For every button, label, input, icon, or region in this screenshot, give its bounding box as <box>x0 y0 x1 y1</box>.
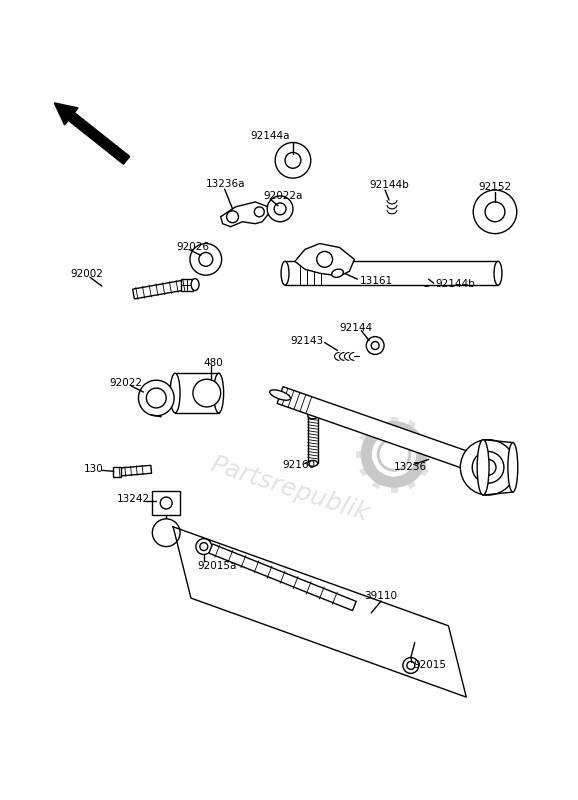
Circle shape <box>485 202 505 222</box>
Circle shape <box>193 379 221 407</box>
Text: 130: 130 <box>84 464 103 474</box>
Ellipse shape <box>191 278 199 290</box>
Text: 92022a: 92022a <box>263 191 303 201</box>
Text: 480: 480 <box>204 358 224 368</box>
Text: 92152: 92152 <box>478 182 512 192</box>
Ellipse shape <box>308 413 318 419</box>
Bar <box>153 491 180 515</box>
Circle shape <box>139 380 174 416</box>
Text: 92015a: 92015a <box>197 562 236 571</box>
Ellipse shape <box>214 374 224 413</box>
Circle shape <box>407 662 415 670</box>
Text: 92160: 92160 <box>282 460 315 470</box>
Circle shape <box>371 342 379 350</box>
Circle shape <box>190 243 221 275</box>
Text: 13242: 13242 <box>117 494 150 504</box>
Polygon shape <box>209 544 356 610</box>
Circle shape <box>199 253 213 266</box>
Circle shape <box>473 190 517 234</box>
Text: 92144: 92144 <box>339 322 373 333</box>
Circle shape <box>274 203 286 214</box>
Circle shape <box>317 251 332 267</box>
Ellipse shape <box>494 262 502 285</box>
Polygon shape <box>221 202 270 226</box>
Circle shape <box>196 538 212 554</box>
Circle shape <box>472 451 504 483</box>
Text: 13161: 13161 <box>360 276 392 286</box>
Text: 92002: 92002 <box>70 270 103 279</box>
Text: 13236: 13236 <box>394 462 427 472</box>
Circle shape <box>254 207 264 217</box>
Polygon shape <box>116 466 151 476</box>
Circle shape <box>153 519 180 546</box>
Ellipse shape <box>477 440 489 495</box>
Text: 92144b: 92144b <box>369 180 409 190</box>
Circle shape <box>146 388 166 408</box>
Ellipse shape <box>332 269 343 278</box>
Text: 92143: 92143 <box>290 335 323 346</box>
Circle shape <box>378 438 410 470</box>
Circle shape <box>460 440 516 495</box>
Ellipse shape <box>170 374 180 413</box>
FancyArrow shape <box>54 103 129 164</box>
Text: 92026: 92026 <box>176 242 209 253</box>
Bar <box>285 262 498 285</box>
Bar <box>181 278 193 290</box>
Ellipse shape <box>308 461 318 466</box>
Ellipse shape <box>281 262 289 285</box>
Circle shape <box>480 459 496 475</box>
Bar <box>113 467 121 478</box>
Circle shape <box>285 153 301 168</box>
Bar <box>175 374 218 413</box>
Circle shape <box>366 337 384 354</box>
Circle shape <box>227 211 239 222</box>
Text: 92144a: 92144a <box>250 130 290 141</box>
Ellipse shape <box>270 390 291 400</box>
Ellipse shape <box>508 442 518 492</box>
Text: 13236a: 13236a <box>206 179 245 189</box>
Text: 92022: 92022 <box>110 378 143 388</box>
Text: Partsrepublik: Partsrepublik <box>208 452 372 526</box>
Text: 39110: 39110 <box>364 591 397 601</box>
Circle shape <box>403 658 418 674</box>
Text: 92015: 92015 <box>414 661 447 670</box>
Text: 92144b: 92144b <box>436 279 475 289</box>
Polygon shape <box>132 280 188 299</box>
Circle shape <box>200 542 208 550</box>
Circle shape <box>267 196 293 222</box>
Polygon shape <box>277 386 481 473</box>
Bar <box>308 416 318 463</box>
Circle shape <box>160 497 172 509</box>
Circle shape <box>275 142 311 178</box>
Polygon shape <box>295 243 354 276</box>
